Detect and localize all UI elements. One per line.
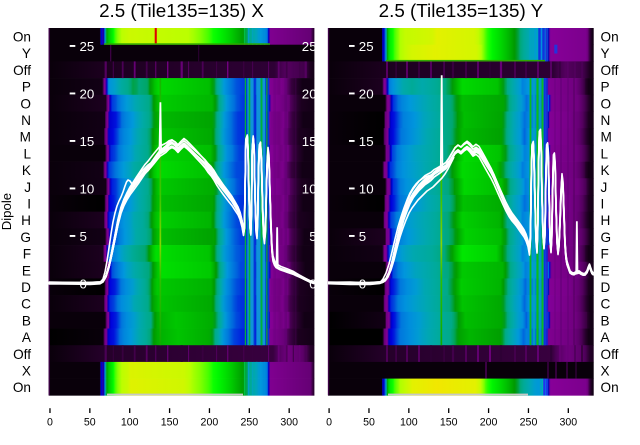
svg-text:F: F [601,247,609,262]
svg-text:N: N [21,113,31,128]
svg-text:0: 0 [326,416,332,428]
svg-text:C: C [601,297,611,312]
svg-text:O: O [601,96,612,111]
svg-text:Off: Off [601,347,619,362]
svg-text:150: 150 [440,416,458,428]
svg-text:G: G [20,230,31,245]
svg-text:5: 5 [359,229,366,244]
svg-text:Off: Off [13,347,31,362]
svg-text:C: C [21,297,31,312]
svg-text:B: B [22,313,31,328]
svg-text:300: 300 [280,416,298,428]
svg-text:300: 300 [559,416,577,428]
svg-text:N: N [601,113,611,128]
svg-text:A: A [601,330,611,345]
svg-text:2.5 (Tile135=135) Y: 2.5 (Tile135=135) Y [379,0,544,21]
svg-text:20: 20 [302,87,317,102]
svg-text:Y: Y [22,46,31,61]
svg-text:200: 200 [201,416,219,428]
svg-text:E: E [22,263,31,278]
svg-text:150: 150 [161,416,179,428]
svg-text:M: M [601,130,612,145]
svg-text:2.5 (Tile135=135) X: 2.5 (Tile135=135) X [99,0,264,21]
svg-text:200: 200 [480,416,498,428]
svg-text:L: L [601,146,609,161]
svg-text:X: X [22,364,31,379]
svg-text:X: X [601,364,610,379]
svg-text:E: E [601,263,610,278]
svg-text:Off: Off [13,63,31,78]
svg-text:On: On [601,380,619,395]
svg-text:5: 5 [309,229,316,244]
svg-text:O: O [20,96,31,111]
svg-text:20: 20 [359,87,374,102]
svg-text:15: 15 [302,134,317,149]
svg-text:5: 5 [80,229,87,244]
svg-text:250: 250 [520,416,538,428]
svg-text:J: J [24,180,31,195]
svg-text:H: H [21,213,31,228]
svg-text:L: L [23,146,31,161]
svg-text:H: H [601,213,611,228]
svg-text:100: 100 [400,416,418,428]
svg-text:Off: Off [601,63,619,78]
svg-text:15: 15 [359,134,374,149]
svg-text:0: 0 [47,416,53,428]
svg-text:I: I [601,197,605,212]
svg-text:P: P [22,80,31,95]
svg-text:P: P [601,80,610,95]
svg-text:10: 10 [80,182,95,197]
svg-text:D: D [21,280,31,295]
svg-text:25: 25 [359,39,374,54]
svg-text:15: 15 [80,134,95,149]
svg-text:0: 0 [359,277,366,292]
svg-text:50: 50 [84,416,96,428]
svg-text:25: 25 [80,39,95,54]
svg-text:M: M [20,130,31,145]
svg-text:100: 100 [121,416,139,428]
svg-text:I: I [27,197,31,212]
svg-text:D: D [601,280,611,295]
svg-text:Dipole: Dipole [0,193,14,230]
svg-text:B: B [601,313,610,328]
svg-text:0: 0 [309,277,316,292]
svg-text:F: F [23,247,31,262]
svg-text:J: J [601,180,608,195]
svg-text:10: 10 [359,182,374,197]
svg-text:On: On [13,380,31,395]
svg-text:0: 0 [80,277,87,292]
svg-text:25: 25 [302,39,317,54]
svg-text:Y: Y [601,46,610,61]
svg-text:20: 20 [80,87,95,102]
svg-text:K: K [22,163,31,178]
svg-text:10: 10 [302,182,317,197]
svg-text:50: 50 [363,416,375,428]
svg-text:On: On [13,30,31,45]
svg-text:250: 250 [240,416,258,428]
svg-text:On: On [601,30,619,45]
svg-text:K: K [601,163,610,178]
svg-text:G: G [601,230,612,245]
svg-text:A: A [22,330,32,345]
